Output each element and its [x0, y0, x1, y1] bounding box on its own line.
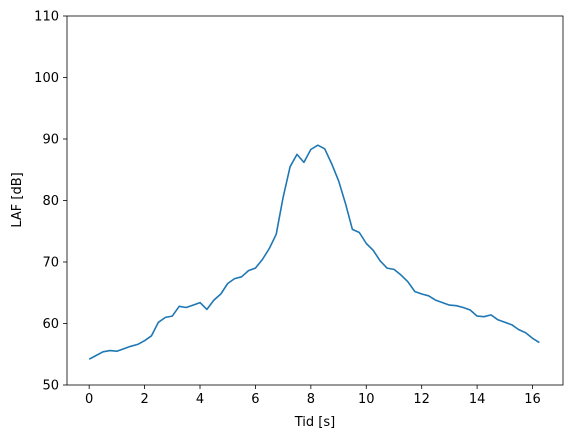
- y-axis-ticks: 50 60 70 80 90 100 110: [34, 10, 67, 394]
- y-tick-label: 90: [42, 133, 59, 148]
- y-tick-label: 70: [42, 256, 59, 271]
- x-axis-label: Tid [s]: [294, 415, 335, 430]
- x-tick-label: 8: [307, 392, 315, 407]
- plot-frame: [66, 15, 564, 386]
- y-tick-label: 50: [42, 379, 59, 394]
- x-tick-label: 12: [413, 392, 430, 407]
- y-tick-label: 110: [34, 10, 59, 25]
- x-tick-label: 6: [251, 392, 259, 407]
- x-axis-ticks: 0 2 4 6 8 10 12 14 16: [85, 385, 541, 407]
- x-tick-label: 4: [196, 392, 204, 407]
- y-axis-label: LAF [dB]: [10, 172, 25, 227]
- y-tick-label: 60: [42, 317, 59, 332]
- y-tick-label: 80: [42, 194, 59, 209]
- x-tick-label: 16: [524, 392, 541, 407]
- x-tick-label: 10: [358, 392, 375, 407]
- x-tick-label: 2: [140, 392, 148, 407]
- x-tick-label: 14: [469, 392, 486, 407]
- series-line: [88, 144, 540, 360]
- y-tick-label: 100: [34, 71, 59, 86]
- x-tick-label: 0: [85, 392, 93, 407]
